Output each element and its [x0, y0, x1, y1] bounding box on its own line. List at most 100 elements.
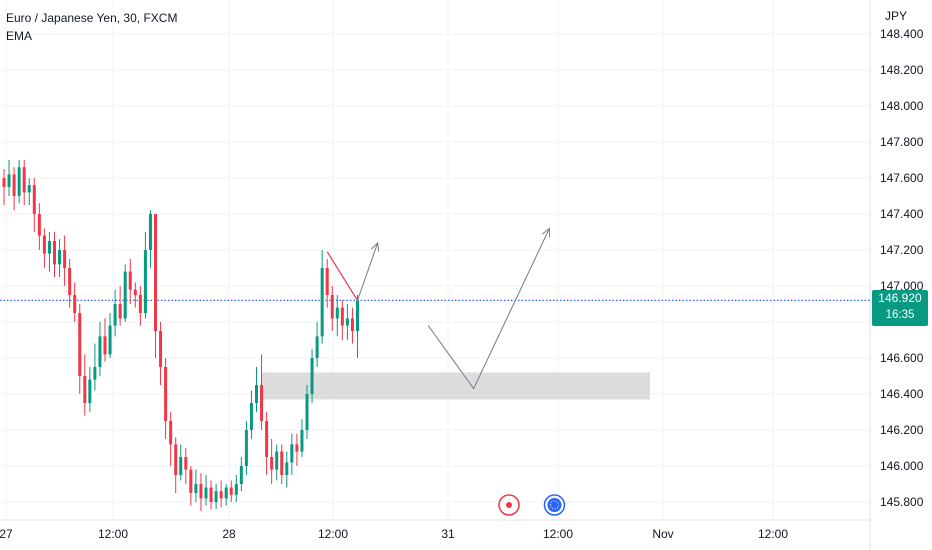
- candle-body: [290, 444, 294, 463]
- candle-body: [143, 250, 147, 313]
- earnings-event-fill: [547, 498, 562, 512]
- candle-body: [219, 491, 223, 499]
- x-tick-label: 28: [222, 527, 236, 541]
- candle-body: [300, 430, 304, 452]
- candle-body: [78, 313, 82, 376]
- x-axis[interactable]: 27 12:00 28 12:00 31 12:00 Nov 12:00: [0, 527, 788, 541]
- candle-body: [345, 318, 349, 326]
- y-tick-label: 147.200: [880, 243, 924, 257]
- demand-zone[interactable]: [262, 372, 650, 400]
- y-tick-label: 148.200: [880, 63, 924, 77]
- candle-body: [42, 235, 46, 254]
- candle-body: [285, 462, 289, 475]
- candle-body: [214, 491, 218, 502]
- candle-body: [17, 167, 21, 196]
- y-tick-label: 145.800: [880, 495, 924, 509]
- y-tick-label: 148.400: [880, 27, 924, 41]
- candle-body: [275, 451, 279, 470]
- candle-body: [103, 336, 107, 355]
- candle-body: [224, 487, 228, 499]
- candle-body: [330, 295, 334, 319]
- candle-body: [229, 487, 233, 495]
- candle-body: [199, 484, 203, 499]
- candle-body: [204, 487, 208, 499]
- candle-body: [37, 214, 41, 236]
- candle-body: [350, 318, 354, 331]
- candle-body: [128, 271, 132, 290]
- x-tick-label: 12:00: [543, 527, 573, 541]
- candle-body: [315, 336, 319, 358]
- event-markers[interactable]: [498, 494, 566, 516]
- candle-body: [27, 185, 31, 193]
- candle-body: [12, 174, 16, 196]
- candle-body: [148, 214, 152, 250]
- candle-body: [93, 367, 97, 380]
- candle-body: [118, 304, 122, 319]
- candle-body: [53, 241, 56, 265]
- y-tick-label: 147.800: [880, 135, 924, 149]
- candle-body: [280, 451, 284, 475]
- x-tick-label: 12:00: [98, 527, 128, 541]
- projection-arrows[interactable]: [357, 227, 550, 390]
- candle-body: [123, 271, 127, 319]
- symbol-title[interactable]: Euro / Japanese Yen, 30, FXCM: [6, 11, 178, 25]
- candle-body: [179, 457, 183, 475]
- y-tick-label: 146.400: [880, 387, 924, 401]
- candle-body: [2, 178, 6, 187]
- candle-body: [7, 174, 11, 187]
- candle-body: [270, 457, 274, 470]
- candle-body: [174, 444, 178, 475]
- x-tick-label: 27: [0, 527, 13, 541]
- candle-body: [265, 421, 269, 457]
- candle-body: [209, 487, 213, 502]
- candle-body: [138, 295, 142, 313]
- candle-body: [133, 289, 137, 295]
- candle-body: [189, 469, 193, 493]
- candle-body: [234, 484, 238, 495]
- economic-event-dot: [506, 502, 512, 508]
- candle-body: [63, 250, 67, 268]
- arrow-head: [370, 241, 380, 252]
- y-axis[interactable]: 148.400 148.200 148.000 147.800 147.600 147.4…: [880, 27, 924, 509]
- candle-body: [260, 385, 264, 421]
- candle-body: [58, 250, 62, 265]
- chart-header: Euro / Japanese Yen, 30, FXCM EMA: [6, 9, 177, 45]
- candle-body: [325, 268, 329, 295]
- candle-body: [154, 214, 157, 331]
- trend-line[interactable]: [326, 251, 359, 301]
- candle-body: [295, 444, 299, 452]
- indicator-label[interactable]: EMA: [6, 29, 33, 43]
- candle-body: [164, 367, 168, 421]
- candle-body: [83, 376, 87, 403]
- x-tick-label: 12:00: [758, 527, 788, 541]
- arrow-path: [427, 228, 550, 390]
- candle-body: [68, 268, 72, 295]
- candle-body: [255, 385, 258, 403]
- candle-body: [88, 379, 92, 403]
- y-tick-label: 147.000: [880, 279, 924, 293]
- candle-body: [320, 268, 324, 337]
- candle-body: [340, 307, 344, 326]
- candle-body: [356, 300, 359, 331]
- candle-body: [32, 185, 36, 214]
- currency-label: JPY: [885, 9, 907, 23]
- y-tick-label: 148.000: [880, 99, 924, 113]
- candle-body: [310, 358, 314, 394]
- candle-body: [47, 241, 51, 254]
- candle-body: [98, 336, 102, 367]
- y-tick-label: 147.400: [880, 207, 924, 221]
- arrow-path: [357, 242, 379, 301]
- candle-body: [305, 394, 309, 430]
- candle-body: [22, 167, 26, 193]
- y-tick-label: 146.600: [880, 351, 924, 365]
- candle-body: [335, 307, 339, 319]
- current-price-value: 146.920: [878, 291, 922, 305]
- y-tick-label: 146.200: [880, 423, 924, 437]
- candle-body: [244, 430, 248, 466]
- candle-body: [239, 466, 243, 484]
- candles: [2, 160, 359, 511]
- candle-body: [113, 304, 117, 326]
- candle-body: [73, 295, 77, 313]
- bar-countdown: 16:35: [885, 309, 915, 321]
